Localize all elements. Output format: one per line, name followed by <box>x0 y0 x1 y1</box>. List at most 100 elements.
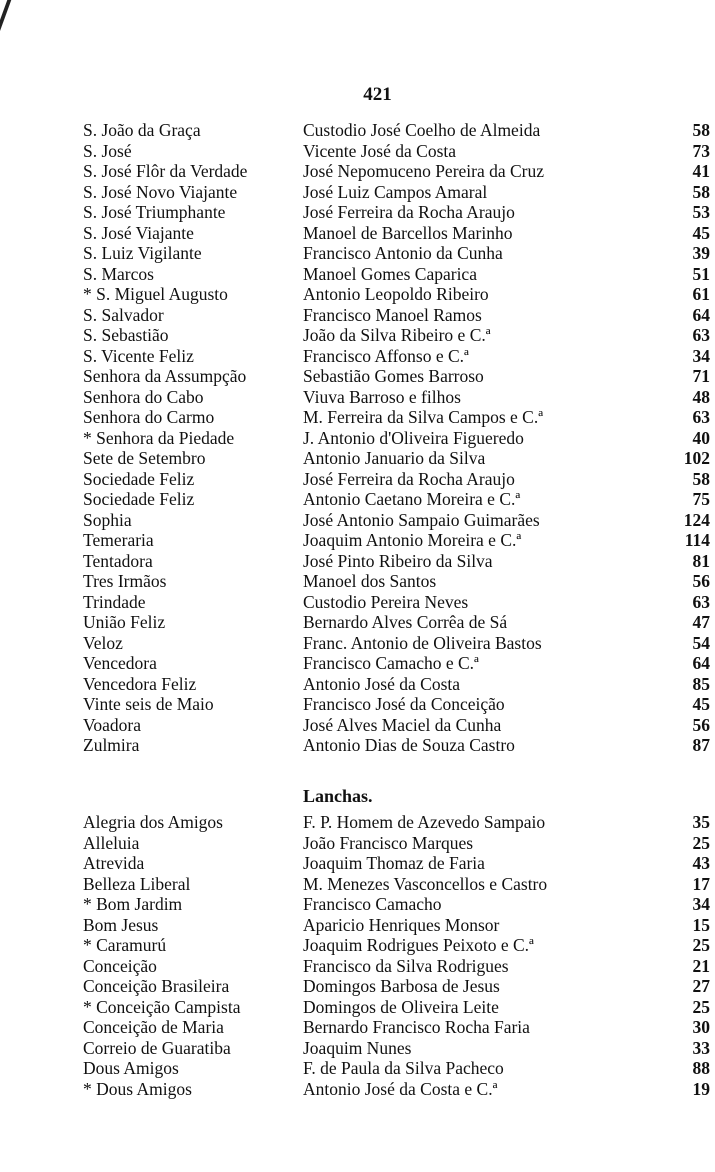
list-row: Alegria dos Amigos F. P. Homem de Azevedo… <box>83 812 713 833</box>
tonnage: 48 <box>692 386 711 407</box>
tonnage: 17 <box>692 873 711 894</box>
list-row: Trindade Custodio Pereira Neves 63 <box>83 592 713 613</box>
tonnage: 124 <box>683 509 710 530</box>
owner-name: Francisco José da Conceição <box>303 694 505 714</box>
vessel-name: S. Sebastião <box>83 325 169 345</box>
tonnage: 27 <box>692 976 711 996</box>
vessel-name: Sophia <box>83 509 132 530</box>
owner-name: José Alves Maciel da Cunha <box>303 714 502 735</box>
vessel-name: Trindade <box>83 591 146 612</box>
list-row: Sociedade Feliz Antonio Caetano Moreira e… <box>83 489 713 510</box>
tonnage: 43 <box>692 853 711 873</box>
tonnage: 56 <box>692 571 711 591</box>
page-number: 421 <box>363 84 392 105</box>
owner-name: José Luiz Campos Amaral <box>303 181 488 202</box>
tonnage: 71 <box>692 366 711 386</box>
vessel-name: Sociedade Feliz <box>83 489 195 509</box>
tonnage: 64 <box>692 304 711 325</box>
tonnage: 39 <box>692 243 711 263</box>
list-row: Conceição Francisco da Silva Rodrigues 21 <box>83 956 713 977</box>
list-row: S. José Viajante Manoel de Barcellos Mari… <box>83 223 713 244</box>
owner-name: M. Menezes Vasconcellos e Castro <box>303 873 548 894</box>
vessel-name: S. José Novo Viajante <box>83 181 238 202</box>
tonnage: 40 <box>692 427 711 448</box>
owner-name: Francisco Camacho <box>303 894 442 914</box>
owner-name: Francisco Antonio da Cunha <box>303 243 503 263</box>
list-row: Correio de Guaratiba Joaquim Nunes 33 <box>83 1038 713 1059</box>
owner-name: Antonio Januario da Silva <box>303 448 486 468</box>
list-row: Tres Irmãos Manoel dos Santos 56 <box>83 571 713 592</box>
owner-name: Bernardo Francisco Rocha Faria <box>303 1017 530 1037</box>
vessel-name: Conceição de Maria <box>83 1017 224 1037</box>
vessel-name: Conceição Brasileira <box>83 976 230 996</box>
list-row: S. Vicente Feliz Francisco Affonso e C.ª 3… <box>83 346 713 367</box>
page-edge-mark <box>0 0 12 40</box>
vessel-name: Voadora <box>83 714 141 735</box>
tonnage: 58 <box>692 181 711 202</box>
owner-name: Antonio José da Costa e C.ª <box>303 1078 498 1099</box>
vessel-name: S. José <box>83 140 132 161</box>
vessel-name: S. José Viajante <box>83 222 194 243</box>
list-row: Alleluia João Francisco Marques 25 <box>83 833 713 854</box>
owner-name: Manoel dos Santos <box>303 571 437 591</box>
vessel-name: Vinte seis de Maio <box>83 694 214 714</box>
vessel-name: S. José Flôr da Verdade <box>83 161 248 181</box>
owner-name: Custodio Pereira Neves <box>303 591 469 612</box>
tonnage: 45 <box>692 222 711 243</box>
vessel-name: Atrevida <box>83 853 145 873</box>
owner-name: Francisco da Silva Rodrigues <box>303 955 509 976</box>
owner-name: Manoel Gomes Caparica <box>303 263 477 284</box>
tonnage: 54 <box>692 632 711 653</box>
owner-name: Joaquim Antonio Moreira e C.ª <box>303 530 522 550</box>
list-row: Vencedora Feliz Antonio José da Costa 85 <box>83 674 713 695</box>
vessel-name: Vencedora Feliz <box>83 673 197 694</box>
owner-name: Aparicio Henriques Monsor <box>303 914 500 935</box>
tonnage: 34 <box>692 345 711 366</box>
owner-name: José Pinto Ribeiro da Silva <box>303 550 493 571</box>
tonnage: 61 <box>692 284 711 304</box>
tonnage: 63 <box>692 325 711 345</box>
vessel-name: Senhora do Carmo <box>83 407 215 427</box>
list-row: Zulmira Antonio Dias de Souza Castro 87 <box>83 735 713 756</box>
owner-name: Antonio Leopoldo Ribeiro <box>303 284 489 304</box>
list-row: Voadora José Alves Maciel da Cunha 56 <box>83 715 713 736</box>
list-row: S. José Novo Viajante José Luiz Campos Am… <box>83 182 713 203</box>
vessel-name: Dous Amigos <box>83 1058 179 1078</box>
owner-name: Franc. Antonio de Oliveira Bastos <box>303 632 542 653</box>
tonnage: 64 <box>692 653 711 673</box>
vessel-name: Conceição <box>83 955 157 976</box>
owner-name: M. Ferreira da Silva Campos e C.ª <box>303 407 544 427</box>
list-row: Temeraria Joaquim Antonio Moreira e C.ª 11… <box>83 530 713 551</box>
vessel-name: Sete de Setembro <box>83 448 206 468</box>
vessel-name: Bom Jesus <box>83 914 159 935</box>
tonnage: 75 <box>692 489 711 509</box>
list-row: Belleza Liberal M. Menezes Vasconcellos e… <box>83 874 713 895</box>
tonnage: 25 <box>692 996 711 1017</box>
vessel-name: Belleza Liberal <box>83 873 191 894</box>
tonnage: 35 <box>692 812 711 832</box>
vessel-name: Tres Irmãos <box>83 571 167 591</box>
list-row: Senhora do Cabo Viuva Barroso e filhos 48 <box>83 387 713 408</box>
vessel-name: Sociedade Feliz <box>83 468 195 489</box>
vessel-name: S. Luiz Vigilante <box>83 243 202 263</box>
list-row: Sete de Setembro Antonio Januario da Silv… <box>83 448 713 469</box>
vessel-name: União Feliz <box>83 612 166 632</box>
tonnage: 25 <box>692 832 711 853</box>
tonnage: 58 <box>692 468 711 489</box>
list-row: Vinte seis de Maio Francisco José da Conc… <box>83 694 713 715</box>
tonnage: 73 <box>692 140 711 161</box>
vessel-name: Vencedora <box>83 653 157 673</box>
vessel-name: S. José Triumphante <box>83 202 226 222</box>
list-row: Sophia José Antonio Sampaio Guimarães 124 <box>83 510 713 531</box>
owner-name: José Ferreira da Rocha Araujo <box>303 202 515 222</box>
owner-name: João Francisco Marques <box>303 832 474 853</box>
vessel-name: Tentadora <box>83 550 153 571</box>
tonnage: 63 <box>692 407 711 427</box>
vessel-name: Veloz <box>83 632 123 653</box>
list-row: S. Salvador Francisco Manoel Ramos 64 <box>83 305 713 326</box>
vessel-name: * Senhora da Piedade <box>83 427 235 448</box>
owner-name: F. de Paula da Silva Pacheco <box>303 1058 504 1078</box>
tonnage: 47 <box>692 612 711 632</box>
owner-name: F. P. Homem de Azevedo Sampaio <box>303 812 546 832</box>
vessel-name: Temeraria <box>83 530 154 550</box>
